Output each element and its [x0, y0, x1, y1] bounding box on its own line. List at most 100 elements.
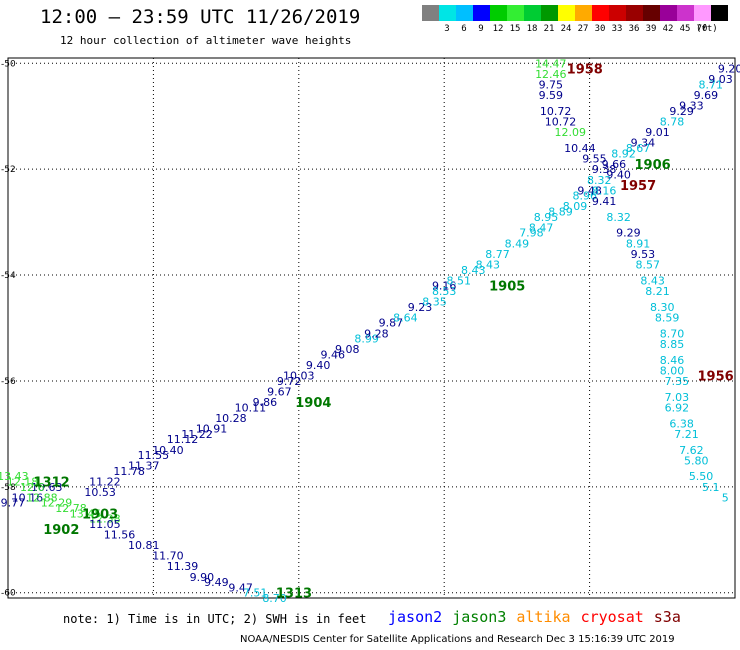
pass-time-label: 1902 [43, 523, 79, 538]
color-swatch [456, 5, 473, 21]
color-swatch [626, 5, 643, 21]
swh-value: 6.38 [669, 417, 694, 430]
swh-value: 8.00 [660, 364, 685, 377]
satellite-legend: jason2 jason3 altika cryosat s3a [388, 608, 691, 626]
swh-value: 8.21 [645, 285, 670, 298]
swh-value: 8.85 [660, 338, 685, 351]
pass-time-label: 1313 [276, 587, 312, 602]
swh-value: 9.20 [718, 63, 740, 76]
swh-value: 11.12 [167, 433, 199, 446]
color-swatch [422, 5, 439, 21]
swh-value: 8.95 [534, 211, 559, 224]
swh-value: 12.38 [89, 513, 121, 526]
color-scale-tick: 36 [628, 24, 640, 34]
swh-value: 9.66 [602, 158, 627, 171]
color-scale-tick: 30 [594, 24, 606, 34]
swh-value: 7.21 [674, 428, 699, 441]
swh-value: 9.33 [679, 100, 704, 113]
swh-value: 8.99 [354, 333, 379, 346]
swh-value: 9.90 [190, 571, 215, 584]
swh-value: 9.53 [631, 248, 656, 261]
swh-value: 9.75 [539, 78, 564, 91]
swh-value: 9.38 [592, 163, 617, 176]
color-scale-tick: 21 [543, 24, 555, 34]
swh-value: 9.49 [204, 576, 229, 589]
swh-value: 12.18 [7, 476, 39, 489]
swh-value: 9.03 [708, 73, 733, 86]
swh-value: 8.32 [587, 174, 612, 187]
swh-value: 9.59 [539, 89, 564, 102]
swh-value: 11.55 [138, 449, 170, 462]
swh-value: 8.77 [485, 248, 510, 261]
swh-value: 10.53 [84, 486, 116, 499]
legend-altika: altika [516, 608, 571, 626]
color-swatch [524, 5, 541, 21]
swh-value: 10.72 [540, 105, 572, 118]
swh-value: 11.56 [104, 528, 136, 541]
color-swatch [711, 5, 728, 21]
swh-value: 12.88 [26, 491, 58, 504]
color-scale-tick: 18 [526, 24, 538, 34]
color-swatch [575, 5, 592, 21]
swh-value: 10.72 [545, 116, 577, 129]
swh-value: 8.09 [563, 200, 588, 213]
swh-value: 9.69 [694, 89, 719, 102]
color-scale-tick: 33 [611, 24, 623, 34]
color-scale-tick: 6 [461, 24, 467, 34]
swh-value: 10.40 [152, 444, 184, 457]
swh-value: 7.51 [243, 587, 268, 600]
color-swatch [677, 5, 694, 21]
pass-time-label: 1956 [698, 370, 734, 385]
swh-value: 5.80 [684, 454, 709, 467]
swh-value: 8.43 [476, 258, 501, 271]
credit-line: NOAA/NESDIS Center for Satellite Applica… [240, 634, 675, 645]
color-swatch [609, 5, 626, 21]
swh-value: 8.49 [505, 237, 530, 250]
swh-value: 9.29 [616, 227, 641, 240]
swh-value: 11.39 [167, 560, 199, 573]
y-tick-label: -56 [1, 377, 16, 387]
color-swatch [592, 5, 609, 21]
color-swatch [507, 5, 524, 21]
swh-value: 12.46 [535, 68, 567, 81]
swh-value: 9.23 [408, 301, 433, 314]
legend-jason2: jason2 [388, 608, 443, 626]
wave-height-map: 303336394245-50-52-54-56-58-609.7710.161… [0, 57, 740, 605]
pass-time-label: 1906 [635, 158, 671, 173]
swh-value: 11.05 [89, 518, 121, 531]
swh-value: 9.40 [606, 168, 631, 181]
swh-value: 9.29 [669, 105, 694, 118]
footnote: note: 1) Time is in UTC; 2) SWH is in fe… [63, 612, 367, 626]
color-scale-tick: 45 [679, 24, 691, 34]
swh-value: 7.35 [665, 375, 690, 388]
color-swatch [660, 5, 677, 21]
swh-value: 8.53 [432, 285, 457, 298]
color-scale-unit: (ft) [696, 24, 718, 34]
swh-value: 9.47 [228, 581, 253, 594]
color-scale-tick: 9 [478, 24, 484, 34]
swh-value: 12.09 [554, 126, 586, 139]
swh-value: 10.63 [31, 481, 63, 494]
color-swatch [643, 5, 660, 21]
swh-value: 9.08 [335, 343, 360, 356]
swh-value: 8.71 [699, 78, 724, 91]
swh-value: 9.40 [306, 359, 331, 372]
y-tick-label: -52 [1, 165, 16, 175]
swh-value: 11.22 [181, 428, 213, 441]
swh-value: 10.81 [128, 539, 160, 552]
swh-value: 13.45 [70, 507, 102, 520]
swh-value: 8.70 [262, 592, 287, 605]
swh-value: 7.62 [679, 444, 704, 457]
swh-value: 8.46 [660, 354, 685, 367]
swh-value: 8.91 [626, 237, 651, 250]
color-swatch [439, 5, 456, 21]
swh-value: 10.03 [283, 370, 315, 383]
swh-value: 6.92 [665, 401, 690, 414]
color-swatch [558, 5, 575, 21]
y-tick-label: -60 [1, 589, 16, 599]
swh-value: 12.6 [20, 481, 45, 494]
pass-time-label: 1904 [295, 396, 331, 411]
swh-value: 9.72 [277, 375, 302, 388]
swh-value: 10.91 [196, 423, 228, 436]
swh-value: 8.51 [446, 274, 471, 287]
